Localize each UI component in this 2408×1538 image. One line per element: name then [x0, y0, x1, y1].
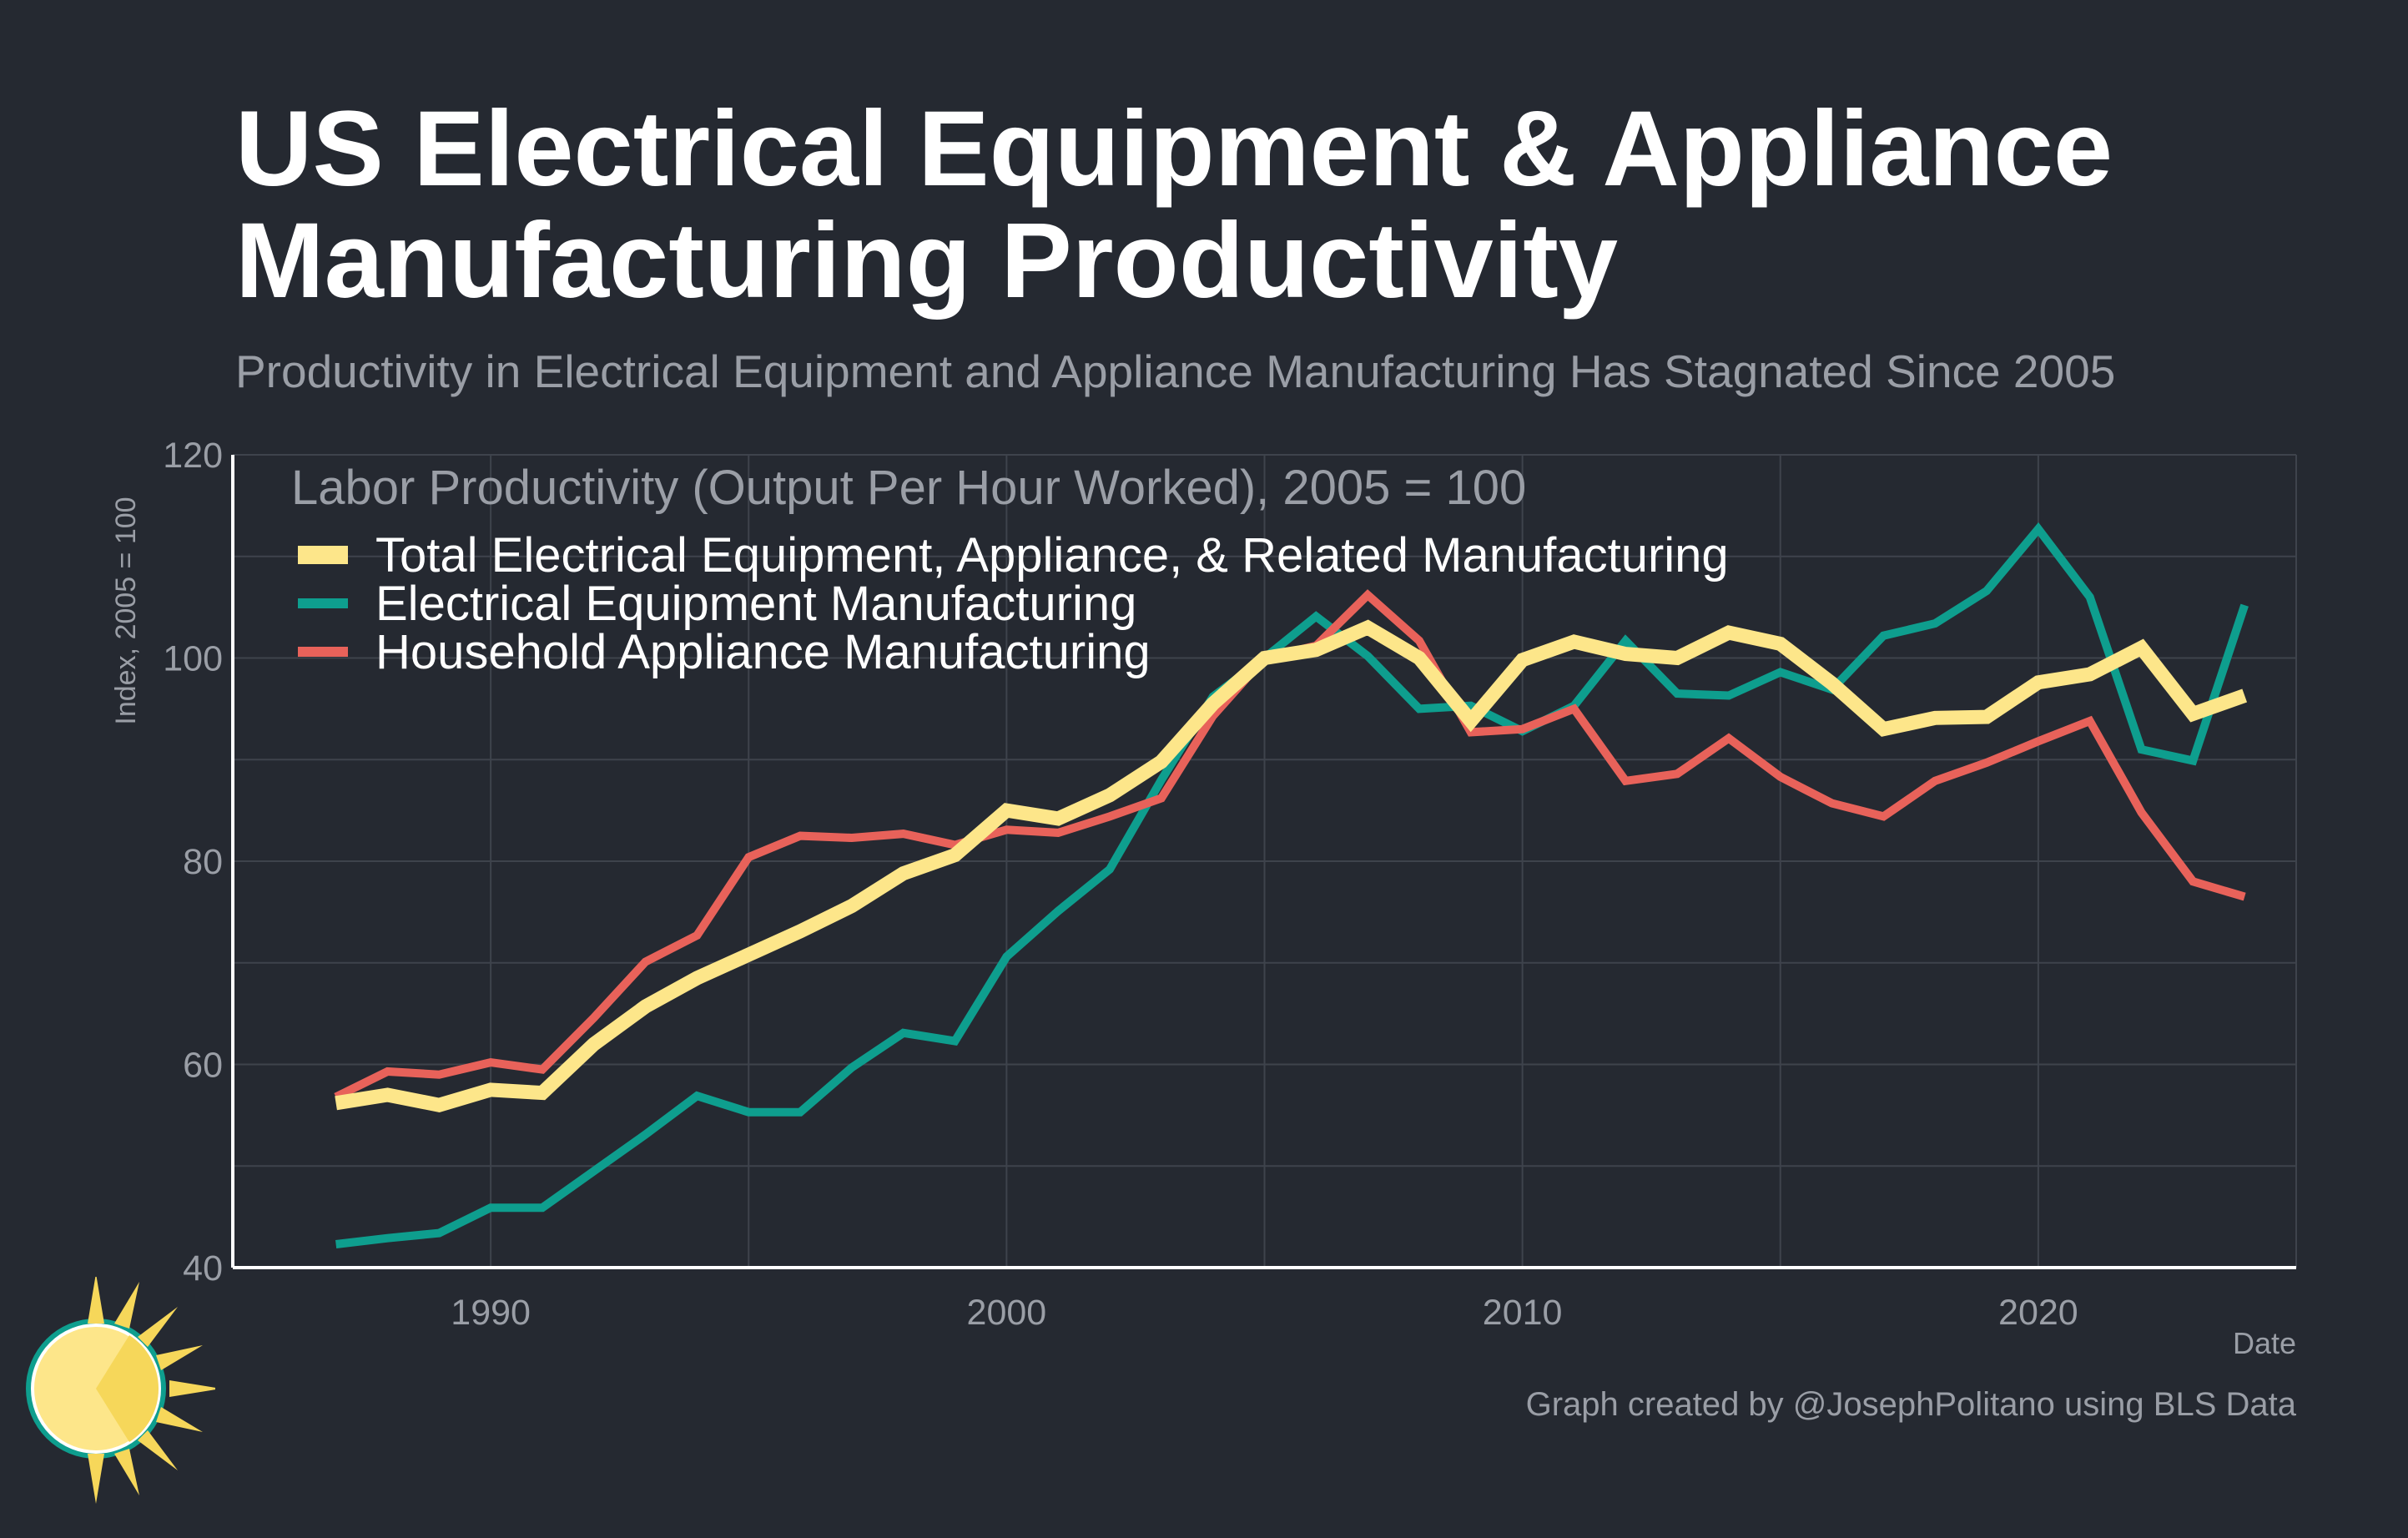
sun-logo-icon [26, 1277, 215, 1504]
chart-title: US Electrical Equipment & Appliance Manuf… [235, 93, 2321, 317]
chart-subtitle: Productivity in Electrical Equipment and… [235, 345, 2116, 397]
y-tick-label: 40 [183, 1248, 223, 1288]
electrical-equipment-series-line [335, 522, 2249, 1248]
x-axis-label: Date [2233, 1326, 2296, 1360]
y-tick-label: 120 [163, 436, 223, 476]
legend-item-total-label: Total Electrical Equipment, Appliance, &… [375, 528, 1729, 582]
source-caption: Graph created by @JosephPolitano using B… [1525, 1386, 2296, 1423]
y-tick-label: 80 [183, 842, 223, 882]
y-tick-label: 60 [183, 1046, 223, 1086]
x-tick-label: 2020 [1998, 1293, 2078, 1333]
y-tick-label: 100 [163, 639, 223, 679]
x-tick-label: 2010 [1483, 1293, 1563, 1333]
y-axis-label: Index, 2005 = 100 [110, 497, 142, 724]
series-lines [334, 522, 2249, 1248]
chart-title-line-1: US Electrical Equipment & Appliance [235, 89, 2113, 209]
legend-item-electrical-equipment-label: Electrical Equipment Manufacturing [375, 577, 1136, 631]
total-series-line [335, 619, 2248, 1112]
x-tick-label: 2000 [967, 1293, 1047, 1333]
legend-item-household-appliance-label: Household Appliance Manufacturing [375, 625, 1151, 679]
chart-title-line-2: Manufacturing Productivity [235, 201, 1618, 320]
x-tick-label: 1990 [451, 1293, 531, 1333]
legend-title: Labor Productivity (Output Per Hour Work… [291, 461, 1526, 515]
legend: Labor Productivity (Output Per Hour Work… [291, 461, 1729, 679]
axes: 40 60 80 100 120 1990 2000 2010 2020 Date Index, 2… [110, 436, 2296, 1360]
